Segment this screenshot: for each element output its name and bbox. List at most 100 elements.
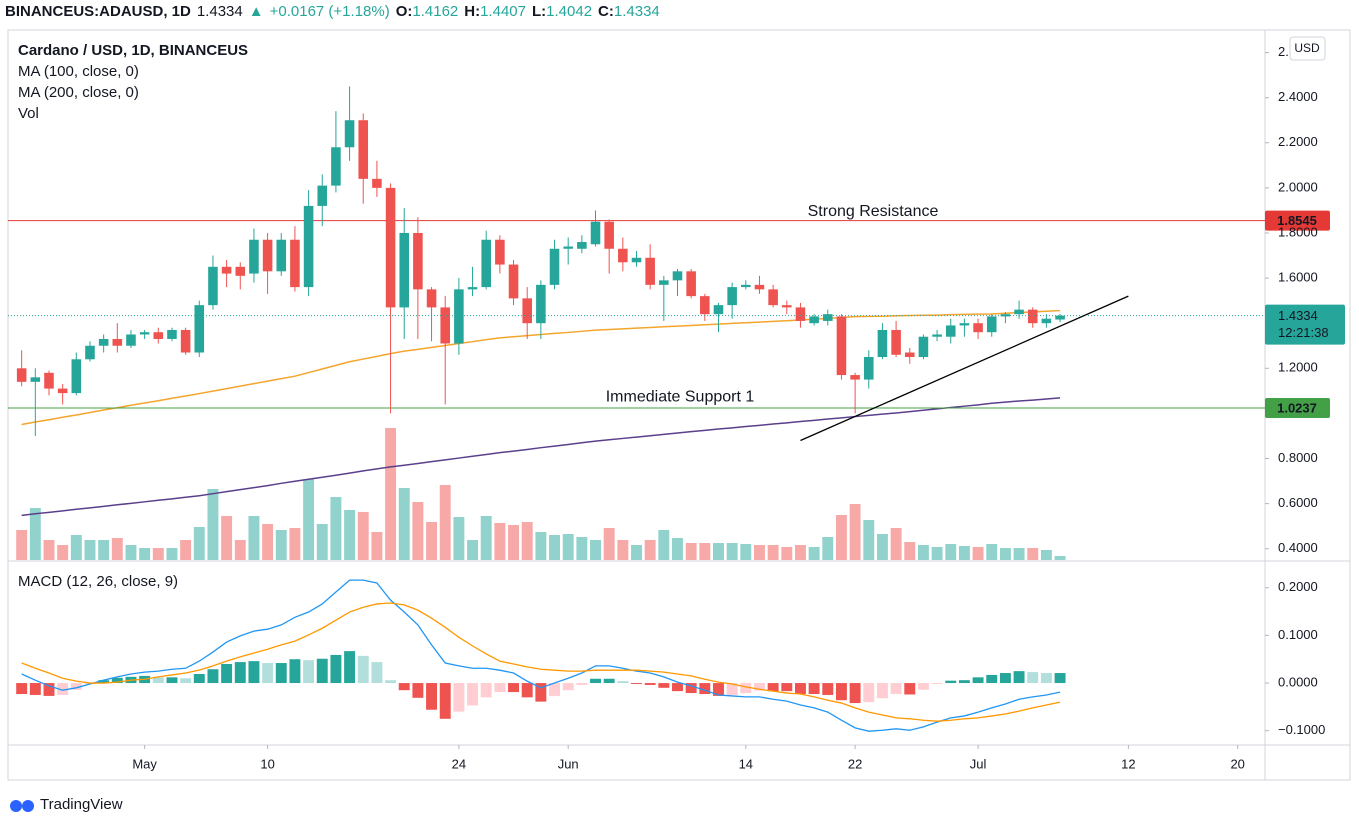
- volume-bar: [371, 532, 383, 560]
- ohlc-value: 1.4162: [412, 3, 459, 20]
- candle-body: [577, 242, 587, 249]
- volume-bar: [917, 545, 929, 560]
- volume-bar: [43, 540, 55, 560]
- volume-bar: [931, 547, 943, 560]
- volume-bar: [986, 544, 998, 560]
- candle-body: [672, 271, 683, 281]
- volume-bar: [754, 545, 765, 560]
- level-label: Strong Resistance: [808, 203, 939, 220]
- candle-body: [57, 388, 68, 394]
- ohlc-label: C:: [598, 3, 614, 20]
- candle-body: [659, 280, 669, 285]
- candle-body: [30, 377, 41, 382]
- volume-bar: [70, 535, 82, 560]
- y-tick-label: 2.4000: [1278, 89, 1318, 104]
- macd-histogram-bar: [439, 683, 451, 719]
- macd-histogram-bar: [999, 673, 1011, 684]
- macd-histogram-bar: [1040, 673, 1052, 684]
- candle-body: [180, 329, 191, 353]
- macd-histogram-bar: [1013, 671, 1025, 684]
- candle-body: [727, 287, 737, 306]
- ohlc: L:1.4042: [532, 3, 592, 20]
- x-tick-label: 24: [452, 756, 466, 771]
- candle-body: [262, 239, 273, 272]
- macd-histogram-bar: [699, 683, 711, 695]
- macd-histogram-bar: [371, 662, 383, 684]
- y-tick-label: 1.2000: [1278, 360, 1318, 375]
- frame: [7, 29, 1351, 781]
- volume-bar: [713, 543, 724, 560]
- macd-histogram-bar: [794, 683, 806, 695]
- volume-bar: [1054, 556, 1066, 560]
- candle-body: [413, 232, 423, 290]
- macd-histogram-bar: [549, 683, 560, 696]
- volume-bar: [357, 512, 369, 560]
- macd-histogram-bar: [275, 663, 287, 684]
- candle-body: [549, 248, 560, 285]
- last-price: 1.4334: [196, 3, 243, 20]
- macd-histogram-bar: [835, 683, 847, 701]
- macd-histogram-bar: [480, 683, 492, 698]
- macd-histogram-bar: [644, 683, 656, 685]
- candle-body: [932, 334, 942, 337]
- macd-histogram-bar: [672, 683, 683, 692]
- y-tick-label: 2.2000: [1278, 134, 1318, 149]
- title: Cardano / USD, 1D, BINANCEUS: [18, 42, 248, 59]
- ohlc-value: 1.4042: [546, 3, 593, 20]
- macd-histogram-bar: [508, 683, 519, 693]
- volume-bar: [726, 543, 738, 560]
- volume-bar: [822, 537, 834, 560]
- candle-body: [126, 334, 136, 346]
- volume-bar: [16, 530, 28, 560]
- macd-histogram-bar: [385, 680, 397, 684]
- candle-body: [481, 239, 491, 288]
- macd-histogram-bar: [43, 683, 55, 696]
- volume-bar: [221, 516, 233, 560]
- symbol: BINANCEUS:ADAUSD, 1D: [5, 3, 191, 20]
- macd-histogram-bar: [16, 683, 28, 695]
- volume-bar: [767, 545, 779, 560]
- candle-body: [904, 352, 915, 358]
- currency: USD: [1294, 41, 1320, 55]
- volume-bar: [904, 542, 916, 560]
- macd-histogram-bar: [357, 655, 369, 684]
- candle-body: [112, 338, 123, 346]
- candle-body: [372, 178, 382, 188]
- candle-body: [522, 298, 532, 324]
- macd-histogram-bar: [426, 683, 438, 710]
- change: +0.0167 (+1.18%): [269, 3, 390, 20]
- volume-bar: [849, 504, 861, 560]
- macd-histogram-bar: [713, 683, 724, 696]
- candle-body: [495, 239, 505, 265]
- candle-body: [358, 120, 369, 179]
- candle-body: [686, 271, 696, 297]
- volume-bar: [972, 547, 984, 560]
- x-tick-label: 12: [1121, 756, 1135, 771]
- macd-histogram-bar: [917, 683, 929, 690]
- y-tick-label: 2.0000: [1278, 179, 1318, 194]
- macd-histogram-bar: [562, 683, 574, 691]
- candle-body: [563, 246, 573, 249]
- candle-body: [823, 314, 833, 321]
- candle-body: [1000, 314, 1011, 317]
- candle-body: [399, 232, 410, 308]
- macd-histogram-bar: [316, 658, 328, 684]
- legend-entry: Vol: [18, 105, 39, 122]
- candle-body: [454, 289, 464, 344]
- volume-bar: [945, 544, 957, 560]
- volume-bar: [480, 516, 492, 560]
- ohlc-label: O:: [395, 3, 413, 20]
- candle-body: [1027, 309, 1038, 324]
- y-tick-label: 1.8000: [1278, 224, 1318, 239]
- x-tick-label: May: [132, 756, 157, 771]
- volume-bar: [207, 489, 219, 560]
- candle-body: [44, 372, 54, 389]
- candle-body: [809, 316, 819, 324]
- volume-bar: [808, 547, 820, 560]
- candle-body: [467, 287, 478, 290]
- legend-entry: MA (200, close, 0): [18, 84, 139, 101]
- macd-histogram-bar: [603, 678, 615, 684]
- volume-bar: [781, 547, 793, 560]
- volume-bar: [98, 540, 110, 560]
